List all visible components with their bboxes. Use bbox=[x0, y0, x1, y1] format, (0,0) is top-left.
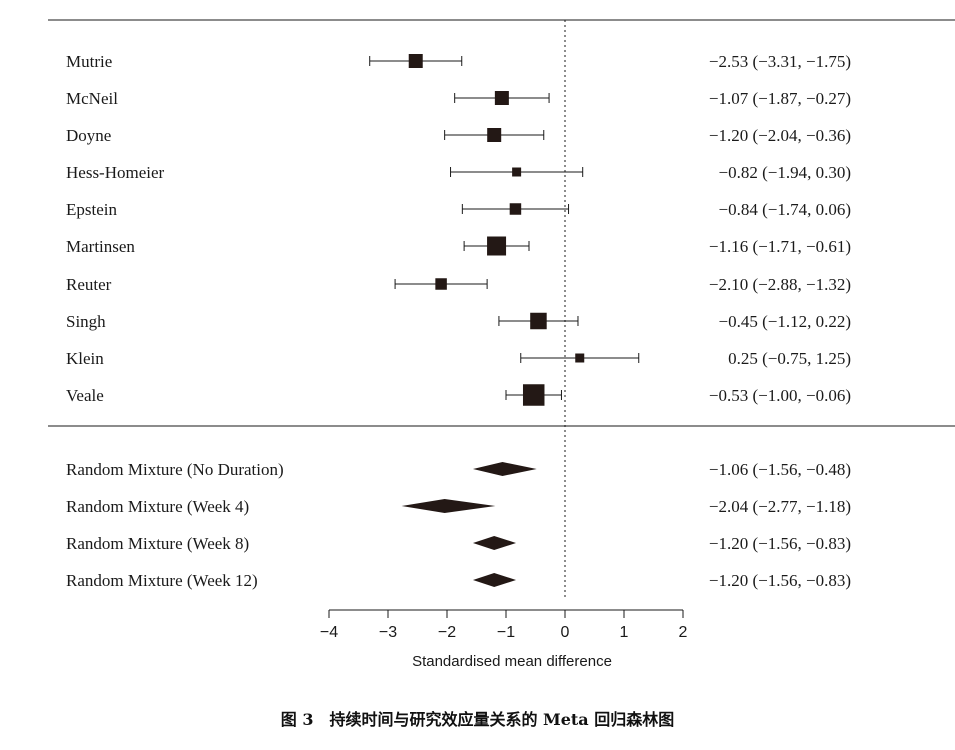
summary-row: Random Mixture (Week 12) −1.20 (−1.56, −0… bbox=[66, 571, 851, 590]
effect-square bbox=[408, 54, 423, 68]
effect-square bbox=[512, 167, 522, 177]
effect-ci-value: −2.04 (−2.77, −1.18) bbox=[709, 497, 851, 516]
tick-label: −2 bbox=[438, 624, 456, 641]
summary-diamond bbox=[472, 536, 517, 550]
tick-label: 0 bbox=[561, 624, 570, 641]
study-row: Hess-Homeier −0.82 (−1.94, 0.30) bbox=[66, 163, 851, 182]
x-axis-label: Standardised mean difference bbox=[412, 653, 612, 670]
effect-ci-value: −1.20 (−1.56, −0.83) bbox=[709, 534, 851, 553]
study-label: Reuter bbox=[66, 275, 112, 294]
study-label: Veale bbox=[66, 386, 104, 405]
effect-square bbox=[509, 203, 522, 215]
effect-ci-value: −1.16 (−1.71, −0.61) bbox=[709, 237, 851, 256]
summary-rows: Random Mixture (No Duration) −1.06 (−1.56… bbox=[66, 460, 851, 590]
study-label: Singh bbox=[66, 312, 106, 331]
study-row: Mutrie −2.53 (−3.31, −1.75) bbox=[66, 52, 851, 71]
study-row: Klein 0.25 (−0.75, 1.25) bbox=[66, 349, 851, 368]
summary-label: Random Mixture (Week 8) bbox=[66, 534, 249, 553]
summary-diamond bbox=[472, 573, 517, 587]
study-label: Epstein bbox=[66, 200, 117, 219]
effect-square bbox=[575, 353, 585, 363]
summary-label: Random Mixture (Week 12) bbox=[66, 571, 258, 590]
study-label: Doyne bbox=[66, 126, 111, 145]
study-label: Klein bbox=[66, 349, 104, 368]
effect-ci-value: −1.20 (−1.56, −0.83) bbox=[709, 571, 851, 590]
summary-row: Random Mixture (Week 8) −1.20 (−1.56, −0.… bbox=[66, 534, 851, 553]
effect-square bbox=[522, 384, 545, 406]
study-row: Doyne −1.20 (−2.04, −0.36) bbox=[66, 126, 851, 145]
tick-label: −4 bbox=[320, 624, 338, 641]
effect-ci-value: −1.20 (−2.04, −0.36) bbox=[709, 126, 851, 145]
effect-ci-value: −0.82 (−1.94, 0.30) bbox=[719, 163, 852, 182]
effect-square bbox=[487, 236, 507, 256]
tick-label: −3 bbox=[379, 624, 397, 641]
effect-ci-value: −2.10 (−2.88, −1.32) bbox=[709, 275, 851, 294]
study-row: Epstein −0.84 (−1.74, 0.06) bbox=[66, 200, 851, 219]
study-row: Martinsen −1.16 (−1.71, −0.61) bbox=[66, 236, 851, 256]
effect-ci-value: −1.07 (−1.87, −0.27) bbox=[709, 89, 851, 108]
study-label: Martinsen bbox=[66, 237, 135, 256]
summary-row: Random Mixture (No Duration) −1.06 (−1.56… bbox=[66, 460, 851, 479]
study-label: McNeil bbox=[66, 89, 118, 108]
effect-square bbox=[487, 128, 502, 142]
summary-row: Random Mixture (Week 4) −2.04 (−2.77, −1.… bbox=[66, 497, 851, 516]
tick-label: −1 bbox=[497, 624, 515, 641]
effect-ci-value: −0.84 (−1.74, 0.06) bbox=[719, 200, 852, 219]
study-label: Hess-Homeier bbox=[66, 163, 165, 182]
summary-diamond bbox=[401, 499, 496, 513]
effect-square bbox=[435, 278, 447, 290]
study-label: Mutrie bbox=[66, 52, 112, 71]
forest-plot: Mutrie −2.53 (−3.31, −1.75) McNeil −1.07 (−… bbox=[48, 19, 955, 670]
effect-ci-value: −1.06 (−1.56, −0.48) bbox=[709, 460, 851, 479]
summary-label: Random Mixture (Week 4) bbox=[66, 497, 249, 516]
x-axis: −4 −3 −2 −1 0 1 2 bbox=[320, 609, 688, 641]
study-row: Reuter −2.10 (−2.88, −1.32) bbox=[66, 275, 851, 294]
effect-ci-value: 0.25 (−0.75, 1.25) bbox=[728, 349, 851, 368]
effect-square bbox=[530, 312, 547, 330]
effect-ci-value: −0.53 (−1.00, −0.06) bbox=[709, 386, 851, 405]
effect-square bbox=[494, 91, 509, 105]
tick-label: 1 bbox=[620, 624, 629, 641]
effect-ci-value: −2.53 (−3.31, −1.75) bbox=[709, 52, 851, 71]
study-rows: Mutrie −2.53 (−3.31, −1.75) McNeil −1.07 (−… bbox=[66, 52, 851, 406]
study-row: Veale −0.53 (−1.00, −0.06) bbox=[66, 384, 851, 406]
effect-ci-value: −0.45 (−1.12, 0.22) bbox=[719, 312, 852, 331]
study-row: McNeil −1.07 (−1.87, −0.27) bbox=[66, 89, 851, 108]
study-row: Singh −0.45 (−1.12, 0.22) bbox=[66, 312, 851, 331]
tick-label: 2 bbox=[679, 624, 688, 641]
summary-diamond bbox=[472, 462, 537, 476]
figure-caption: 图 3 持续时间与研究效应量关系的 Meta 回归森林图 bbox=[280, 710, 675, 729]
summary-label: Random Mixture (No Duration) bbox=[66, 460, 284, 479]
